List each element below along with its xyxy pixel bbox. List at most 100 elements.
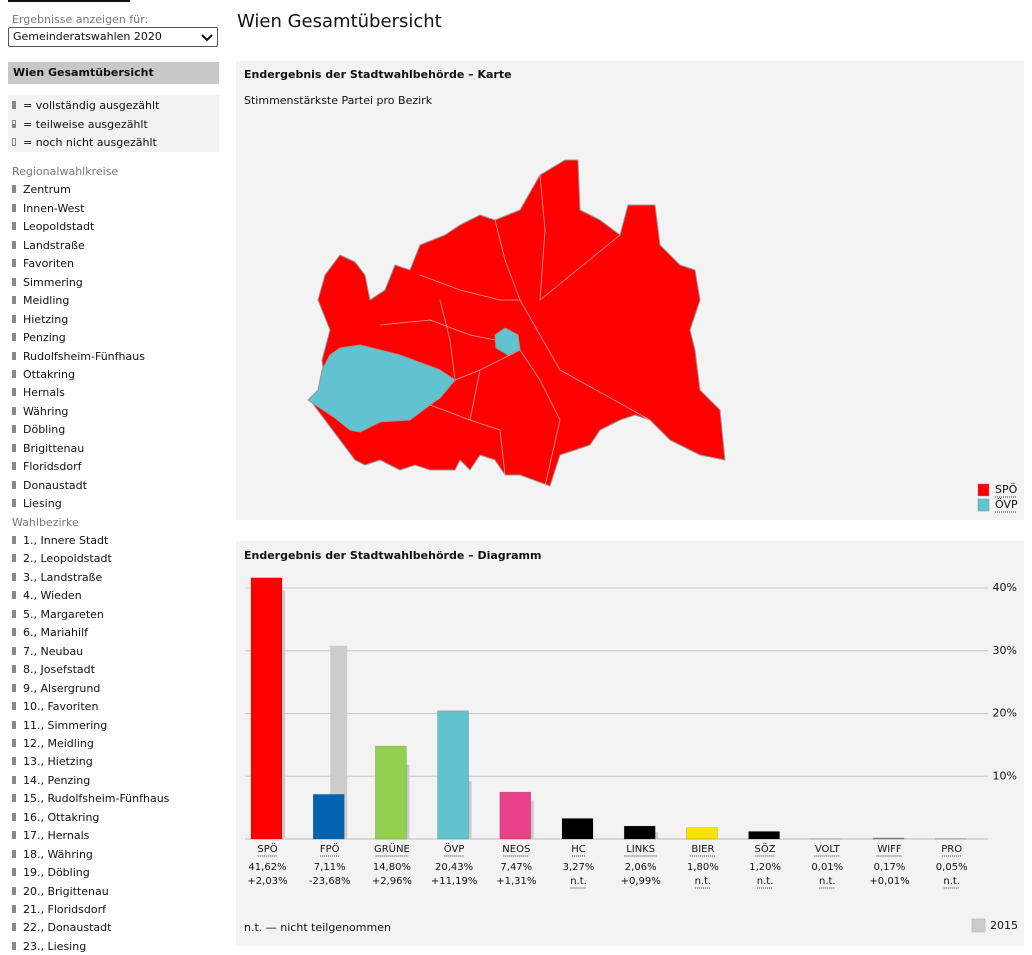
value-label: 1,80% <box>687 862 719 873</box>
nav-item[interactable]: 14., Penzing <box>23 773 91 787</box>
bar <box>686 827 718 840</box>
x-tick-label: WIFF <box>877 844 902 855</box>
y-tick-label: 20% <box>993 707 1017 720</box>
nav-icon <box>12 628 16 637</box>
x-tick-label: BIER <box>691 844 714 855</box>
nav-item[interactable]: Simmering <box>23 275 83 289</box>
nav-item[interactable]: Brigittenau <box>23 441 85 455</box>
status-text: = vollständig ausgezählt <box>23 99 160 112</box>
nav-item[interactable]: 7., Neubau <box>23 644 84 658</box>
change-label: -23,68% <box>309 876 351 887</box>
nav-icon <box>12 775 16 784</box>
nav-icon <box>12 536 16 544</box>
nav-icon <box>12 572 16 581</box>
nav-icon <box>12 314 16 323</box>
nav-item[interactable]: Floridsdorf <box>23 460 82 474</box>
nav-item[interactable]: 19., Döbling <box>23 866 90 880</box>
nav-icon <box>12 794 16 803</box>
y-tick-label: 30% <box>993 644 1017 657</box>
map-legend-swatch <box>977 498 990 512</box>
nav-item[interactable]: Leopoldstadt <box>23 220 95 234</box>
nav-icon <box>12 240 16 249</box>
nav-icon <box>12 941 16 950</box>
main-content: Wien Gesamtübersicht Endergebnis der Sta… <box>236 11 1024 946</box>
nav-item[interactable]: 20., Brigittenau <box>23 884 109 898</box>
nav-item[interactable]: 17., Hernals <box>23 829 90 843</box>
nav-icon <box>12 462 16 471</box>
y-tick-label: 40% <box>993 581 1017 594</box>
change-label: +0,01% <box>869 876 909 887</box>
x-tick-label: FPÖ <box>320 842 340 855</box>
value-label: 14,80% <box>373 862 411 873</box>
nav-item[interactable]: Hernals <box>23 386 65 400</box>
nav-item[interactable]: Döbling <box>23 423 66 437</box>
nav-item[interactable]: Rudolfsheim-Fünfhaus <box>23 349 145 363</box>
nav-icon <box>12 277 16 286</box>
active-nav-item[interactable]: Wien Gesamtübersicht <box>8 62 219 84</box>
nav-item[interactable]: Landstraße <box>23 238 85 252</box>
nav-item[interactable]: 11., Simmering <box>23 718 108 732</box>
nav-item[interactable]: Penzing <box>23 331 66 345</box>
nav-item[interactable]: 1., Innere Stadt <box>23 534 109 547</box>
nav-item[interactable]: 2., Leopoldstadt <box>23 552 112 566</box>
map-legend-label: SPÖ <box>995 483 1018 496</box>
vienna-map <box>307 159 726 487</box>
nav-item[interactable]: 6., Mariahilf <box>23 626 88 640</box>
nav-icon <box>12 185 16 194</box>
nav-item[interactable]: Meidling <box>23 294 70 308</box>
district-teal-west[interactable] <box>307 344 456 433</box>
x-tick-label: SÖZ <box>755 842 776 855</box>
nav-item[interactable]: Innen-West <box>23 201 85 215</box>
value-label: 1,20% <box>749 862 781 873</box>
chart-panel <box>236 541 1024 946</box>
nav-item[interactable]: Hietzing <box>23 312 69 326</box>
section-title: Wahlbezirke <box>12 515 79 529</box>
bar <box>375 745 407 840</box>
nav-item[interactable]: 16., Ottakring <box>23 810 100 824</box>
change-label: +0,99% <box>621 876 661 887</box>
nav-item[interactable]: 21., Floridsdorf <box>23 903 106 916</box>
nav-icon <box>12 665 16 674</box>
chart-note: n.t. — nicht teilgenommen <box>244 921 391 934</box>
x-tick-label: VOLT <box>815 844 841 855</box>
nav-item[interactable]: 15., Rudolfsheim-Fünfhaus <box>23 792 170 806</box>
nav-icon <box>12 738 16 747</box>
value-label: 0,05% <box>936 862 968 873</box>
nav-icon <box>12 203 16 212</box>
map-legend: SPÖ ÖVP <box>977 483 1018 513</box>
nav-item[interactable]: 22., Donaustadt <box>23 921 112 935</box>
nav-item[interactable]: Zentrum <box>23 183 71 197</box>
district-teal-center[interactable] <box>494 327 521 356</box>
nav-icon <box>12 720 16 729</box>
nav-item[interactable]: Währing <box>23 404 69 418</box>
map-legend-swatch <box>977 483 990 497</box>
nav-icon <box>12 646 16 655</box>
nav-icon <box>12 812 16 821</box>
nav-item[interactable]: Ottakring <box>23 367 75 381</box>
nav-item[interactable]: 12., Meidling <box>23 736 94 750</box>
nav-item[interactable]: Donaustadt <box>23 478 87 492</box>
nav-item[interactable]: 23., Liesing <box>23 939 87 953</box>
nav-icon <box>12 222 16 231</box>
nav-item[interactable]: Favoriten <box>23 257 74 271</box>
nav-item[interactable]: 9., Alsergrund <box>23 681 101 695</box>
nav-item[interactable]: 10., Favoriten <box>23 700 99 714</box>
x-tick-label: HC <box>571 844 586 855</box>
nav-item[interactable]: 4., Wieden <box>23 589 82 603</box>
nav-item[interactable]: 18., Währing <box>23 847 93 861</box>
nav-item[interactable]: 5., Margareten <box>23 607 104 621</box>
status-legend <box>8 95 219 152</box>
change-label: n.t. <box>695 876 712 887</box>
x-tick-label: GRÜNE <box>374 842 410 855</box>
nav-item[interactable]: 13., Hietzing <box>23 755 93 769</box>
election-select[interactable]: Gemeinderatswahlen 2020 <box>8 27 218 47</box>
nav-item[interactable]: Liesing <box>23 497 62 511</box>
nav-icon <box>12 499 16 508</box>
map-title: Endergebnis der Stadtwahlbehörde – Karte <box>244 68 512 81</box>
nav-item[interactable]: 8., Josefstadt <box>23 663 95 677</box>
nav-item[interactable]: 3., Landstraße <box>23 570 103 584</box>
map-subtitle: Stimmenstärkste Partei pro Bezirk <box>244 94 433 107</box>
page-title: Wien Gesamtübersicht <box>237 11 442 32</box>
section-title: Regionalwahlkreise <box>12 165 119 178</box>
value-label: 3,27% <box>563 862 595 873</box>
